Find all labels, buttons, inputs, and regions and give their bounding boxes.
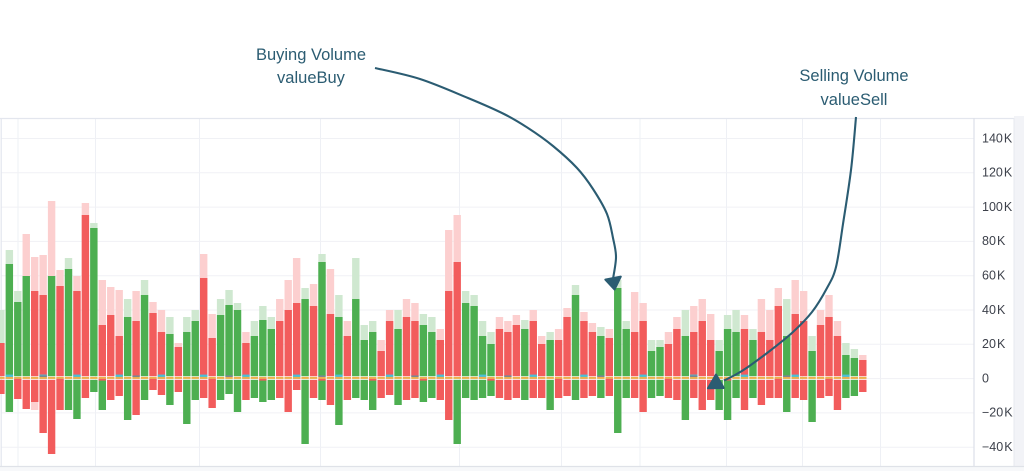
svg-text:20 K: 20 K: [982, 337, 1006, 351]
svg-text:40 K: 40 K: [982, 303, 1006, 317]
svg-text:Buying Volume: Buying Volume: [256, 46, 366, 64]
svg-text:−20 K: −20 K: [982, 406, 1013, 420]
svg-text:valueBuy: valueBuy: [277, 69, 346, 87]
svg-text:120 K: 120 K: [982, 166, 1013, 180]
svg-text:valueSell: valueSell: [821, 91, 888, 109]
svg-text:60 K: 60 K: [982, 269, 1006, 283]
svg-text:0: 0: [982, 371, 989, 385]
svg-text:100 K: 100 K: [982, 200, 1013, 214]
svg-text:Selling Volume: Selling Volume: [799, 67, 908, 85]
svg-text:80 K: 80 K: [982, 234, 1006, 248]
svg-text:−40 K: −40 K: [982, 440, 1013, 454]
svg-text:140 K: 140 K: [982, 131, 1013, 145]
